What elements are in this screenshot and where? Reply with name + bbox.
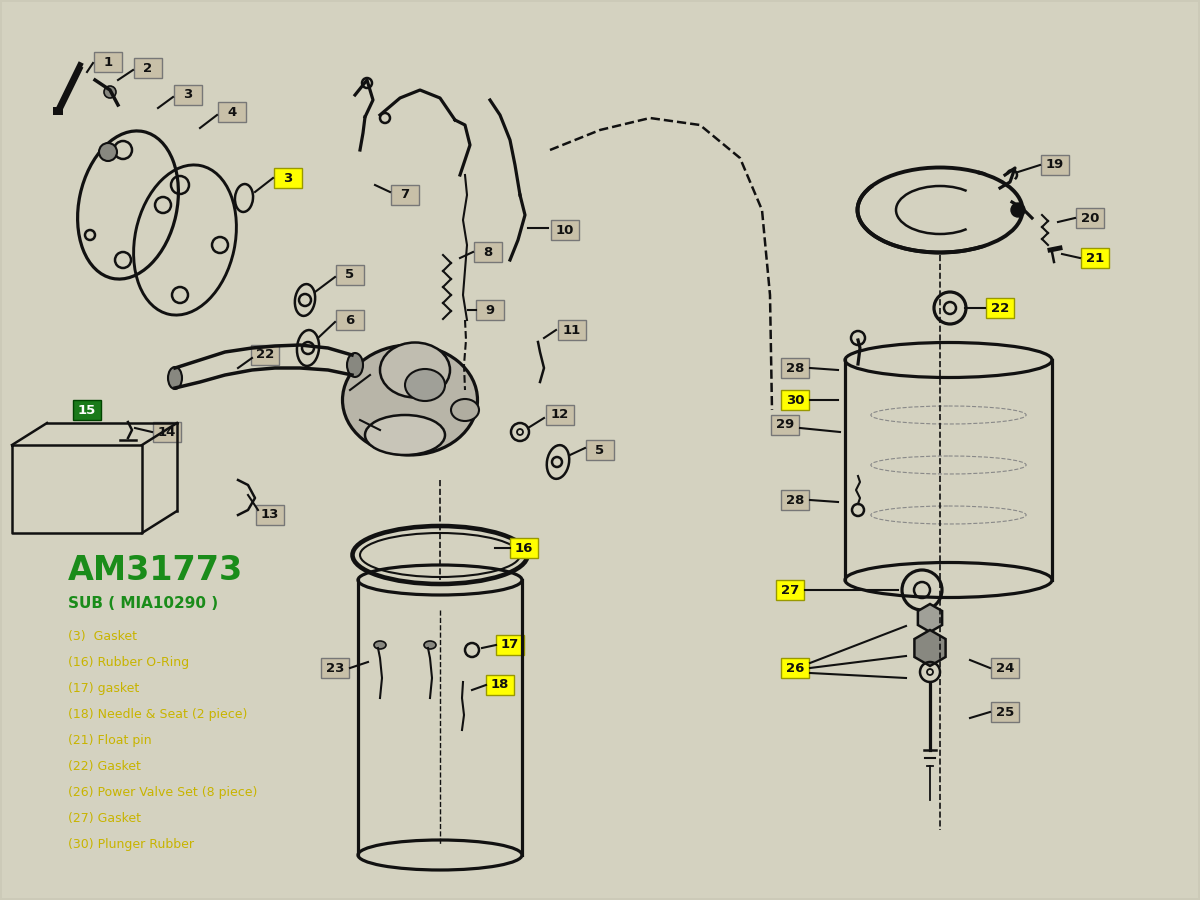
Text: 20: 20: [1081, 212, 1099, 224]
Text: 18: 18: [491, 679, 509, 691]
Text: 29: 29: [776, 418, 794, 431]
FancyBboxPatch shape: [474, 242, 502, 262]
FancyBboxPatch shape: [218, 102, 246, 122]
FancyBboxPatch shape: [391, 185, 419, 205]
Ellipse shape: [168, 367, 182, 389]
FancyBboxPatch shape: [486, 675, 514, 695]
FancyBboxPatch shape: [336, 265, 364, 285]
FancyBboxPatch shape: [174, 85, 202, 105]
Text: 24: 24: [996, 662, 1014, 674]
Text: 8: 8: [484, 246, 493, 258]
Polygon shape: [918, 604, 942, 632]
Text: 10: 10: [556, 223, 574, 237]
Text: (27) Gasket: (27) Gasket: [68, 812, 142, 825]
Ellipse shape: [424, 641, 436, 649]
FancyBboxPatch shape: [1081, 248, 1109, 268]
Text: 1: 1: [103, 56, 113, 68]
FancyBboxPatch shape: [322, 658, 349, 678]
Text: (16) Rubber O-Ring: (16) Rubber O-Ring: [68, 656, 190, 669]
FancyBboxPatch shape: [781, 490, 809, 510]
Text: 11: 11: [563, 323, 581, 337]
FancyBboxPatch shape: [510, 538, 538, 558]
Ellipse shape: [451, 399, 479, 421]
Text: 25: 25: [996, 706, 1014, 718]
Text: 12: 12: [551, 409, 569, 421]
Text: (21) Float pin: (21) Float pin: [68, 734, 151, 747]
Text: 22: 22: [991, 302, 1009, 314]
Text: 21: 21: [1086, 251, 1104, 265]
Text: 15: 15: [78, 403, 96, 417]
Ellipse shape: [342, 345, 478, 455]
FancyBboxPatch shape: [551, 220, 580, 240]
FancyBboxPatch shape: [476, 300, 504, 320]
FancyBboxPatch shape: [336, 310, 364, 330]
Text: 28: 28: [786, 493, 804, 507]
FancyBboxPatch shape: [53, 107, 64, 115]
FancyBboxPatch shape: [991, 658, 1019, 678]
Polygon shape: [914, 630, 946, 666]
FancyBboxPatch shape: [772, 415, 799, 435]
Text: 5: 5: [595, 444, 605, 456]
Circle shape: [104, 86, 116, 98]
FancyBboxPatch shape: [586, 440, 614, 460]
FancyBboxPatch shape: [73, 400, 101, 420]
Ellipse shape: [374, 641, 386, 649]
Text: 28: 28: [786, 362, 804, 374]
Text: AM31773: AM31773: [68, 554, 244, 587]
Text: 22: 22: [256, 348, 274, 362]
FancyBboxPatch shape: [274, 168, 302, 188]
FancyBboxPatch shape: [781, 358, 809, 378]
Text: 30: 30: [786, 393, 804, 407]
Text: (3)  Gasket: (3) Gasket: [68, 630, 137, 643]
Text: 16: 16: [515, 542, 533, 554]
Text: 3: 3: [184, 88, 193, 102]
Text: 7: 7: [401, 188, 409, 202]
Text: 2: 2: [144, 61, 152, 75]
Ellipse shape: [962, 171, 1027, 249]
Text: 5: 5: [346, 268, 354, 282]
FancyBboxPatch shape: [1076, 208, 1104, 228]
Text: 14: 14: [158, 426, 176, 438]
FancyBboxPatch shape: [776, 580, 804, 600]
FancyBboxPatch shape: [991, 702, 1019, 722]
Text: 4: 4: [227, 105, 236, 119]
Ellipse shape: [347, 353, 364, 377]
Text: (18) Needle & Seat (2 piece): (18) Needle & Seat (2 piece): [68, 708, 247, 721]
Ellipse shape: [365, 415, 445, 455]
FancyBboxPatch shape: [94, 52, 122, 72]
Text: 9: 9: [486, 303, 494, 317]
Text: (30) Plunger Rubber: (30) Plunger Rubber: [68, 838, 194, 851]
Text: SUB ( MIA10290 ): SUB ( MIA10290 ): [68, 596, 218, 611]
Ellipse shape: [380, 343, 450, 398]
Text: 27: 27: [781, 583, 799, 597]
FancyBboxPatch shape: [781, 390, 809, 410]
FancyBboxPatch shape: [256, 505, 284, 525]
Text: 19: 19: [1046, 158, 1064, 172]
FancyBboxPatch shape: [251, 345, 278, 365]
FancyBboxPatch shape: [546, 405, 574, 425]
FancyBboxPatch shape: [134, 58, 162, 78]
Text: (22) Gasket: (22) Gasket: [68, 760, 140, 773]
Text: 6: 6: [346, 313, 355, 327]
FancyBboxPatch shape: [496, 635, 524, 655]
FancyBboxPatch shape: [986, 298, 1014, 318]
Text: 17: 17: [500, 638, 520, 652]
Text: 13: 13: [260, 508, 280, 521]
Circle shape: [1010, 203, 1025, 217]
Ellipse shape: [406, 369, 445, 401]
Text: (26) Power Valve Set (8 piece): (26) Power Valve Set (8 piece): [68, 786, 257, 799]
Circle shape: [98, 143, 118, 161]
FancyBboxPatch shape: [154, 422, 181, 442]
FancyBboxPatch shape: [558, 320, 586, 340]
FancyBboxPatch shape: [781, 658, 809, 678]
Text: 26: 26: [786, 662, 804, 674]
Text: 23: 23: [326, 662, 344, 674]
Text: (17) gasket: (17) gasket: [68, 682, 139, 695]
FancyBboxPatch shape: [1042, 155, 1069, 175]
Text: 3: 3: [283, 172, 293, 184]
